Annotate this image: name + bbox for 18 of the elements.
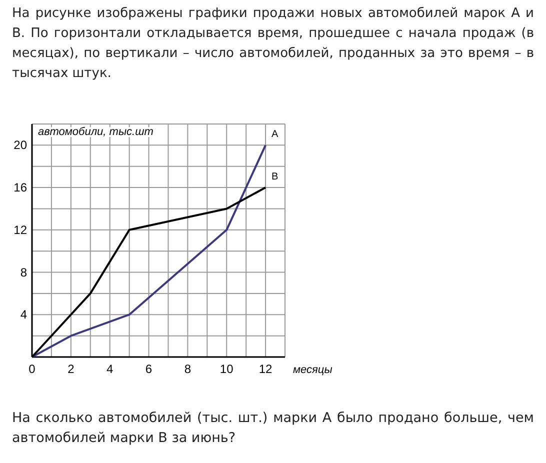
y-tick-label: 8 bbox=[20, 265, 28, 280]
x-tick-label: 12 bbox=[258, 362, 273, 376]
x-tick-label: 10 bbox=[220, 362, 234, 376]
y-tick-label: 12 bbox=[14, 222, 28, 237]
x-tick-label: 0 bbox=[28, 362, 36, 376]
x-tick-label: 6 bbox=[145, 362, 152, 376]
series-label: B bbox=[272, 172, 279, 183]
chart-title: На рисунке изображены графики продажи новых автомобилей марок А и В. По горизонтали откладывается время, прошедшее с начала продаж (в месяцах), по вертикали – число автомобилей, проданных за это время – в тысячах штук. bbox=[12, 5, 534, 83]
y-tick-label: 16 bbox=[14, 180, 28, 195]
series-label: A bbox=[272, 129, 279, 140]
x-tick-label: 4 bbox=[106, 362, 114, 376]
y-tick-label: 20 bbox=[14, 138, 28, 152]
text: На сколько автомобилей (тыс. шт.) марки А было продано больше, чем автомобилей марки В за июнь? bbox=[12, 409, 534, 448]
x-axis-title: месяцы bbox=[293, 364, 332, 376]
x-tick-label: 8 bbox=[184, 362, 192, 376]
y-axis-title: автомобили, тыс.шт bbox=[38, 126, 154, 138]
x-tick-label: 2 bbox=[68, 362, 75, 376]
y-tick-label: 4 bbox=[20, 308, 28, 322]
